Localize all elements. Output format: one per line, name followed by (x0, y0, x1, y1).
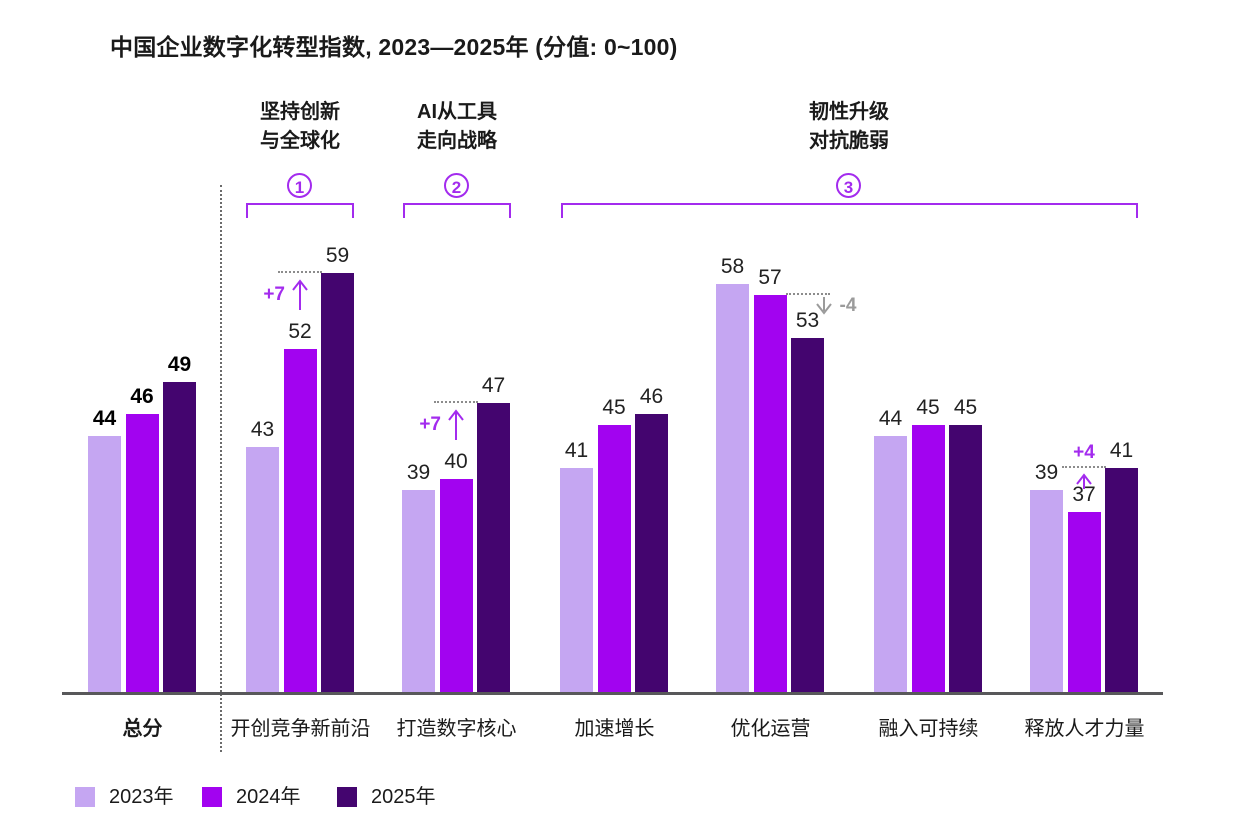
bar (753, 294, 787, 693)
group-header-ai: AI从工具 走向战略 (347, 98, 567, 156)
bar-value-label: 59 (325, 244, 350, 268)
total-separator-dotted-line (220, 185, 222, 752)
bar (1030, 490, 1063, 693)
legend-label: 2024年 (236, 786, 301, 808)
bar (163, 381, 196, 693)
circled-number-2: 2 (444, 173, 469, 198)
change-guide-dotted-line (786, 292, 830, 295)
bar (125, 414, 159, 693)
group-header-innovation: 坚持创新 与全球化 (190, 98, 410, 156)
bar (911, 425, 945, 693)
bar-value-label: 45 (602, 396, 626, 419)
bar (560, 468, 593, 693)
circled-number-1: 1 (287, 173, 312, 198)
group-header-line: 坚持创新 (260, 101, 340, 123)
bar (283, 349, 317, 693)
category-label: 优化运营 (730, 718, 811, 740)
bar-value-label: 46 (130, 385, 154, 409)
bar (635, 414, 668, 693)
category-label: 打造数字核心 (396, 718, 517, 740)
bar-value-label: 58 (720, 254, 745, 278)
bar-value-label: 41 (564, 439, 589, 463)
bar (321, 273, 354, 693)
change-annotation-label: +7 (263, 284, 285, 306)
category-label: 融入可持续 (878, 718, 979, 740)
bar (88, 435, 121, 693)
arrow-up-icon (292, 279, 308, 311)
bar-value-label: 39 (1034, 461, 1059, 485)
legend-label: 2025年 (371, 786, 436, 808)
bar-value-label: 47 (481, 374, 506, 398)
chart-title: 中国企业数字化转型指数, 2023—2025年 (分值: 0~100) (110, 34, 678, 60)
bar-value-label: 44 (92, 406, 117, 430)
bar (716, 283, 749, 693)
group-header-line: AI从工具 (417, 101, 497, 123)
bar-value-label: 39 (406, 461, 431, 485)
bar (949, 425, 982, 693)
bar-value-label: 44 (878, 406, 903, 430)
change-annotation-label: +4 (1073, 442, 1095, 464)
legend-swatch (75, 787, 95, 807)
legend-swatch (337, 787, 357, 807)
bar-value-label: 53 (795, 309, 820, 333)
category-label: 开创竞争新前沿 (230, 718, 371, 740)
circled-number-3: 3 (836, 173, 861, 198)
legend-label: 2023年 (109, 786, 174, 808)
bar (439, 479, 473, 693)
bar (791, 338, 824, 693)
change-annotation-label: +7 (419, 414, 441, 436)
category-label: 总分 (122, 718, 163, 740)
bar (1105, 468, 1138, 693)
bar-value-label: 37 (1072, 482, 1096, 506)
bar-value-label: 41 (1109, 439, 1134, 463)
bar-value-label: 57 (758, 265, 782, 289)
bar (402, 490, 435, 693)
group-header-resilience: 韧性升级 对抗脆弱 (739, 98, 959, 156)
group-header-line: 与全球化 (260, 130, 340, 152)
group-header-line: 走向战略 (417, 130, 497, 152)
bar-value-label: 49 (167, 352, 192, 376)
arrow-down-icon (815, 296, 832, 315)
change-guide-dotted-line (277, 271, 322, 274)
bar (246, 446, 279, 693)
change-annotation-label: -4 (839, 294, 857, 316)
arrow-up-icon (448, 409, 464, 441)
bar-value-label: 40 (444, 450, 468, 474)
category-label: 加速增长 (574, 718, 655, 740)
group-bracket-1 (246, 203, 354, 218)
bar (1067, 511, 1101, 693)
change-guide-dotted-line (433, 401, 478, 404)
group-header-line: 对抗脆弱 (809, 130, 889, 152)
bar-value-label: 43 (250, 417, 275, 441)
category-label: 释放人才力量 (1024, 718, 1145, 740)
bar (477, 403, 510, 693)
bar-value-label: 45 (953, 396, 978, 419)
legend-swatch (202, 787, 222, 807)
x-axis-line (62, 692, 1163, 695)
bar-value-label: 46 (639, 385, 664, 409)
bar (874, 435, 907, 693)
bar-value-label: 52 (288, 320, 312, 344)
bar-value-label: 45 (916, 396, 940, 419)
group-bracket-2 (403, 203, 511, 218)
group-header-line: 韧性升级 (809, 101, 889, 123)
arrow-up-icon (1076, 473, 1092, 490)
change-guide-dotted-line (1061, 466, 1106, 469)
bar (597, 425, 631, 693)
group-bracket-3 (561, 203, 1138, 218)
